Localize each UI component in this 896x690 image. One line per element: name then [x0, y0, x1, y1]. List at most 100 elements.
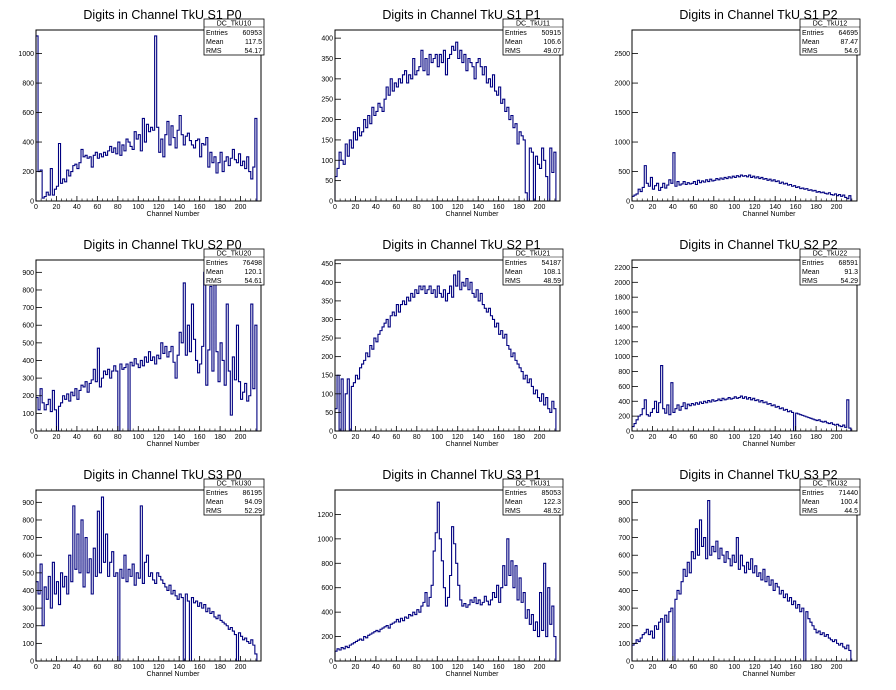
x-tick-label: 20 — [53, 434, 61, 441]
stats-box — [799, 248, 861, 286]
y-tick-label: 400 — [321, 610, 333, 617]
plot-frame — [35, 29, 262, 202]
x-tick-label: 80 — [114, 204, 122, 211]
y-tick-label: 600 — [22, 553, 34, 560]
stats-rms-label: RMS — [505, 48, 521, 55]
y-tick-label: 2500 — [614, 51, 630, 58]
y-tick-label: 800 — [618, 517, 630, 524]
x-tick-label: 60 — [93, 664, 101, 671]
plot-title: Digits in Channel TkU S1 P2 — [679, 8, 837, 22]
y-tick-label: 900 — [22, 270, 34, 277]
x-tick-label: 120 — [153, 204, 165, 211]
x-tick-label: 80 — [413, 204, 421, 211]
y-tick-label: 600 — [618, 384, 630, 391]
y-tick-label: 300 — [321, 317, 333, 324]
histogram-line — [334, 270, 557, 432]
y-tick-label: 450 — [321, 261, 333, 268]
x-tick-label: 40 — [73, 204, 81, 211]
x-tick-label: 80 — [413, 434, 421, 441]
stats-box — [502, 248, 564, 286]
plot-title: Digits in Channel TkU S2 P0 — [83, 238, 241, 252]
y-tick-label: 0 — [626, 199, 630, 206]
y-tick-label: 500 — [22, 340, 34, 347]
x-tick-label: 180 — [214, 204, 226, 211]
y-tick-label: 300 — [618, 606, 630, 613]
stats-entries-label: Entries — [802, 30, 824, 37]
x-tick-label: 100 — [728, 664, 740, 671]
stats-mean-label: Mean — [505, 499, 523, 506]
stats-box — [203, 478, 265, 516]
stats-entries-value: 68591 — [839, 260, 859, 267]
x-tick-label: 0 — [34, 204, 38, 211]
x-tick-label: 160 — [493, 434, 505, 441]
x-tick-label: 20 — [352, 664, 360, 671]
y-tick-label: 600 — [618, 553, 630, 560]
stats-entries-value: 71440 — [839, 490, 859, 497]
histogram-line — [334, 501, 557, 661]
x-tick-label: 20 — [649, 434, 657, 441]
x-axis-label: Channel Number — [147, 671, 201, 678]
y-tick-label: 400 — [618, 399, 630, 406]
stats-rms-label: RMS — [206, 278, 222, 285]
x-tick-label: 160 — [790, 204, 802, 211]
x-tick-label: 120 — [153, 434, 165, 441]
histogram-panel-6: Digits in Channel TkU S2 P2 0 20 40 60 80 100 1… — [614, 238, 861, 448]
histogram-panel-9: Digits in Channel TkU S3 P2 0 20 40 60 80 100 1… — [618, 468, 861, 678]
x-tick-label: 20 — [53, 664, 61, 671]
x-tick-label: 120 — [452, 664, 464, 671]
plot-title: Digits in Channel TkU S3 P2 — [679, 468, 837, 482]
stats-mean-value: 108.1 — [543, 269, 561, 276]
stats-entries-value: 86195 — [243, 490, 263, 497]
stats-box — [502, 478, 564, 516]
y-tick-label: 700 — [22, 535, 34, 542]
y-tick-label: 50 — [325, 410, 333, 417]
stats-entries-label: Entries — [505, 30, 527, 37]
y-tick-label: 1000 — [317, 536, 333, 543]
stats-entries-value: 76498 — [243, 260, 263, 267]
stats-name: DC_TkU11 — [516, 21, 550, 28]
x-tick-label: 160 — [790, 434, 802, 441]
stats-rms-value: 54.6 — [844, 48, 858, 55]
x-tick-label: 20 — [649, 204, 657, 211]
x-tick-label: 0 — [630, 204, 634, 211]
y-tick-label: 600 — [22, 110, 34, 117]
stats-mean-value: 122.3 — [543, 499, 561, 506]
stats-entries-value: 54187 — [542, 260, 562, 267]
histogram-panel-7: Digits in Channel TkU S3 P0 0 20 40 60 80 100 1… — [22, 468, 265, 678]
stats-name: DC_TkU22 — [813, 251, 848, 258]
stats-name: DC_TkU10 — [217, 21, 252, 28]
x-tick-label: 140 — [472, 434, 484, 441]
x-tick-label: 20 — [53, 204, 61, 211]
x-tick-label: 120 — [452, 434, 464, 441]
y-tick-label: 300 — [22, 376, 34, 383]
stats-entries-value: 85053 — [542, 490, 562, 497]
y-tick-label: 0 — [30, 659, 34, 666]
stats-mean-label: Mean — [802, 269, 820, 276]
y-tick-label: 100 — [618, 641, 630, 648]
x-tick-label: 60 — [392, 204, 400, 211]
y-tick-label: 2000 — [614, 81, 630, 88]
y-tick-label: 1200 — [614, 339, 630, 346]
x-tick-label: 180 — [810, 204, 822, 211]
y-tick-label: 400 — [321, 280, 333, 287]
histogram-line — [35, 264, 258, 432]
y-tick-label: 800 — [22, 81, 34, 88]
x-tick-label: 40 — [669, 204, 677, 211]
stats-mean-value: 91.3 — [844, 269, 858, 276]
plot-title: Digits in Channel TkU S1 P1 — [382, 8, 540, 22]
stats-rms-label: RMS — [206, 508, 222, 515]
y-tick-label: 150 — [321, 373, 333, 380]
y-tick-label: 100 — [22, 411, 34, 418]
stats-entries-label: Entries — [206, 490, 228, 497]
x-tick-label: 180 — [810, 434, 822, 441]
x-tick-label: 20 — [352, 434, 360, 441]
y-tick-label: 800 — [22, 517, 34, 524]
x-tick-label: 140 — [472, 204, 484, 211]
x-tick-label: 20 — [649, 664, 657, 671]
y-tick-label: 600 — [22, 323, 34, 330]
x-tick-label: 100 — [132, 434, 144, 441]
x-tick-label: 40 — [372, 664, 380, 671]
y-tick-label: 200 — [321, 634, 333, 641]
plot-title: Digits in Channel TkU S3 P0 — [83, 468, 241, 482]
stats-entries-label: Entries — [206, 30, 228, 37]
